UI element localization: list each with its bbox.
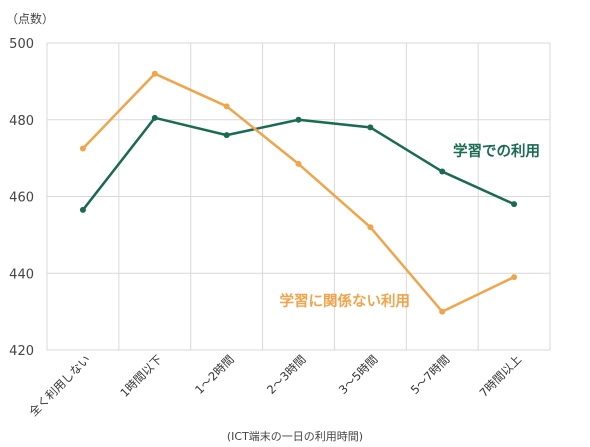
series-label: 学習に関係ない利用 — [280, 292, 411, 310]
x-tick-label: 2～3時間 — [264, 352, 309, 397]
y-tick-label: 440 — [9, 267, 34, 282]
y-tick-label: 480 — [9, 114, 34, 129]
x-axis-title: (ICT端末の一日の利用時間) — [226, 430, 364, 443]
x-tick-label: 1時間以下 — [117, 352, 165, 400]
data-point — [367, 224, 374, 231]
x-tick-label: 3～5時間 — [336, 352, 381, 397]
x-tick-label: 全く利用しない — [26, 352, 93, 419]
data-point — [367, 124, 374, 131]
y-tick-label: 460 — [9, 191, 34, 206]
series-line — [82, 72, 515, 313]
data-point — [511, 201, 518, 208]
data-point — [295, 116, 302, 123]
data-point — [295, 160, 302, 167]
data-point — [511, 274, 518, 281]
series-label: 学習での利用 — [453, 142, 540, 160]
data-point — [223, 132, 230, 139]
data-point — [151, 70, 158, 77]
data-point — [223, 103, 230, 110]
data-point — [79, 206, 86, 213]
data-point — [439, 308, 446, 315]
x-tick-label: 1～2時間 — [192, 352, 237, 397]
y-tick-label: 420 — [9, 344, 34, 359]
data-point — [79, 145, 86, 152]
y-unit-label: （点数） — [6, 12, 55, 26]
data-point — [151, 114, 158, 121]
y-tick-label: 500 — [9, 37, 34, 52]
x-tick-label: 7時間以上 — [477, 352, 525, 400]
x-tick-label: 5～7時間 — [408, 352, 453, 397]
data-point — [439, 168, 446, 175]
